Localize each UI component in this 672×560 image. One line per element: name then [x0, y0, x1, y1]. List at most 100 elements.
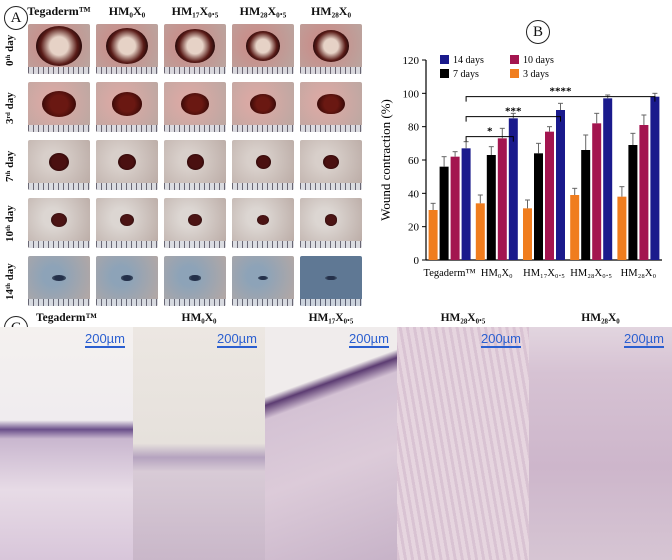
- histology-image: 200µm: [529, 327, 672, 560]
- ruler: [28, 125, 90, 132]
- significance-mark: ****: [550, 86, 573, 98]
- wound-area: [49, 153, 69, 171]
- bar: [428, 210, 438, 260]
- panel-a-column-header: HM₂₈X₀: [310, 4, 352, 18]
- ruler: [300, 67, 362, 74]
- y-tick-label: 100: [403, 88, 420, 100]
- wound-area: [188, 214, 202, 226]
- y-tick-label: 80: [408, 122, 420, 134]
- wound-photo: [164, 256, 226, 306]
- significance-bracket: [465, 136, 514, 142]
- scale-bar-label: 200µm: [480, 331, 521, 346]
- ruler: [300, 241, 362, 248]
- bar: [534, 153, 543, 260]
- wound-photo: [164, 82, 226, 132]
- bar: [617, 196, 627, 260]
- wound-photo: [232, 140, 294, 190]
- wound-photo: [96, 198, 158, 248]
- panel-a-column-header: HM₀X₀: [108, 4, 146, 18]
- bar: [639, 125, 649, 260]
- ruler: [96, 183, 158, 190]
- panel-c-column-header: HM₂₈X₀.₅: [440, 312, 486, 324]
- wound-area: [180, 92, 210, 116]
- wound-photo: [300, 140, 362, 190]
- bar: [450, 156, 460, 260]
- bar: [497, 138, 507, 260]
- y-tick-label: 120: [403, 55, 420, 67]
- y-axis-label: Wound contraction (%): [378, 99, 393, 221]
- wound-photo: [28, 24, 90, 74]
- wound-area: [42, 91, 76, 117]
- bar: [570, 195, 580, 260]
- wound-photo: [164, 24, 226, 74]
- wound-area: [186, 154, 204, 170]
- bar: [592, 123, 602, 260]
- wound-photo: [300, 256, 362, 306]
- wound-area: [118, 153, 136, 171]
- ruler: [96, 299, 158, 306]
- wound-area: [106, 28, 148, 64]
- ruler: [300, 125, 362, 132]
- significance-mark: ***: [505, 106, 522, 118]
- bar: [508, 118, 518, 260]
- wound-photo: [96, 256, 158, 306]
- wound-photo: [232, 256, 294, 306]
- wound-area: [119, 213, 135, 227]
- wound-photo: [300, 82, 362, 132]
- wound-area: [317, 93, 345, 115]
- wound-photo: [300, 24, 362, 74]
- scale-bar-line: [348, 346, 389, 348]
- ruler: [164, 125, 226, 132]
- panel-c-column-header: Tegaderm™: [36, 312, 97, 324]
- scale-bar: 200µm: [216, 331, 257, 348]
- wound-photo: [28, 82, 90, 132]
- bar: [545, 131, 554, 260]
- ruler: [164, 299, 226, 306]
- x-tick-label: HM₀X₀: [481, 268, 513, 279]
- wound-photo: [28, 140, 90, 190]
- wound-photo: [232, 82, 294, 132]
- bar: [628, 145, 638, 260]
- panel-a-row-header: 3ʳᵈ day: [4, 92, 16, 124]
- wound-area: [325, 275, 337, 281]
- histology-image: 200µm: [397, 327, 531, 560]
- scale-bar-label: 200µm: [216, 331, 257, 346]
- wound-area: [52, 275, 66, 281]
- panel-a-column-header: HM₁₇X₀.₅: [171, 4, 219, 18]
- scale-bar-line: [623, 346, 664, 348]
- bar: [523, 208, 532, 260]
- ruler: [232, 125, 294, 132]
- significance-bracket: [465, 96, 656, 102]
- ruler: [28, 241, 90, 248]
- scale-bar: 200µm: [480, 331, 521, 348]
- ruler: [96, 125, 158, 132]
- wound-photo: [164, 140, 226, 190]
- legend-swatch: [440, 55, 449, 64]
- scale-bar-label: 200µm: [623, 331, 664, 346]
- ruler: [28, 183, 90, 190]
- legend-swatch: [510, 55, 519, 64]
- significance-bracket: [465, 116, 561, 122]
- wound-photo: [232, 198, 294, 248]
- legend-label: 10 days: [523, 55, 554, 66]
- y-tick-label: 40: [408, 188, 420, 200]
- bar: [461, 148, 471, 260]
- wound-photo: [28, 198, 90, 248]
- scale-bar: 200µm: [623, 331, 664, 348]
- wound-photo: [96, 82, 158, 132]
- panel-a-label: A: [4, 6, 28, 30]
- wound-area: [324, 214, 338, 226]
- histology-image: 200µm: [133, 327, 267, 560]
- panel-a-row-header: 0ᵗʰ day: [4, 34, 16, 66]
- scale-bar-label: 200µm: [348, 331, 389, 346]
- legend-label: 14 days: [453, 55, 484, 66]
- bar: [486, 155, 496, 260]
- ruler: [300, 299, 362, 306]
- ruler: [232, 241, 294, 248]
- ruler: [28, 299, 90, 306]
- legend-swatch: [440, 69, 449, 78]
- bar: [581, 150, 591, 260]
- wound-contraction-chart: 0 20 40 60 80 100 120 Wound contraction (%) Tega…: [378, 55, 662, 279]
- panel-c-column-header: HM₀X₀: [181, 312, 217, 324]
- y-tick-label: 0: [414, 255, 420, 267]
